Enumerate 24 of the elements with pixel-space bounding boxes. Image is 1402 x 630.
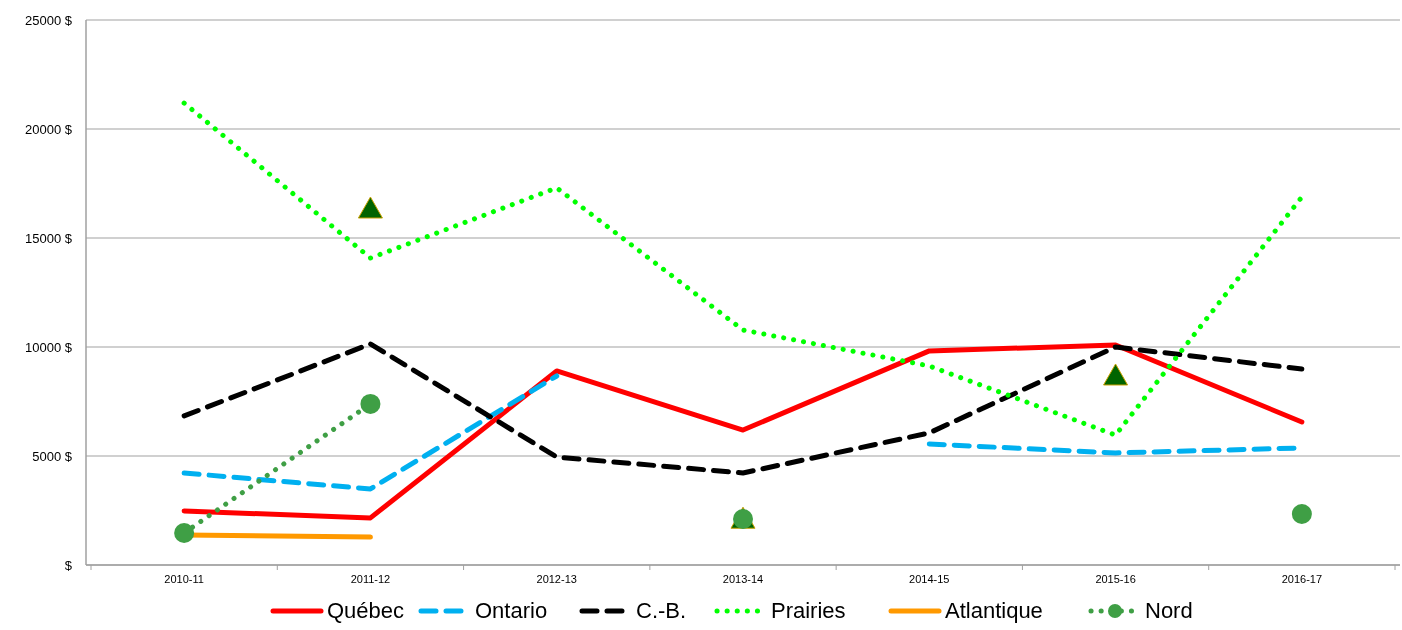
y-tick-label: 20000 $ [25,121,73,137]
y-tick-label: 5000 $ [32,448,73,464]
point [174,522,195,543]
x-tick-label: 2012-13 [536,573,577,585]
y-tick-label: 15000 $ [25,230,73,246]
legend-label: Atlantique [945,598,1043,623]
legend-label: Québec [327,598,405,623]
x-tick-label: 2016-17 [1281,573,1323,585]
legend-label: Ontario [475,598,548,623]
x-tick-label: 2013-14 [722,573,764,585]
point [1103,363,1129,386]
x-tick-label: 2010-11 [164,573,204,585]
legend-label: C.-B. [636,598,687,623]
y-tick-label: 10000 $ [25,339,73,355]
point [360,393,381,414]
point [357,196,383,219]
x-tick-label: 2014-15 [909,573,950,585]
legend-label: Nord [1145,598,1193,623]
point [1291,503,1312,524]
x-tick-label: 2011-12 [350,573,391,585]
legend-label: Prairies [771,598,846,623]
y-tick-label: 25000 $ [25,12,73,28]
y-tick-label: $ [64,557,73,573]
x-tick-label: 2015-16 [1095,573,1136,585]
